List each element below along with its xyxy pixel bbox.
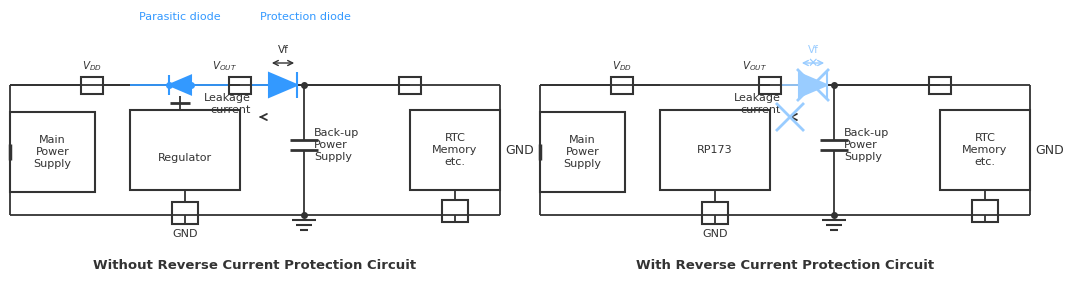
Text: GND: GND bbox=[1035, 144, 1064, 157]
Bar bbox=[410, 110, 500, 190]
Text: GND: GND bbox=[172, 229, 198, 239]
Text: RTC
Memory
etc.: RTC Memory etc. bbox=[962, 133, 1008, 167]
Bar bbox=[442, 200, 468, 222]
Text: Leakage
current: Leakage current bbox=[204, 93, 251, 115]
Text: ✕: ✕ bbox=[807, 56, 818, 69]
Bar bbox=[130, 110, 240, 190]
Bar bbox=[540, 112, 625, 192]
Bar bbox=[972, 200, 998, 222]
Text: GND: GND bbox=[703, 229, 727, 239]
Bar bbox=[929, 76, 951, 94]
Text: $V_{DD}$: $V_{DD}$ bbox=[612, 60, 632, 74]
Text: RP173: RP173 bbox=[697, 145, 733, 155]
Text: $V_{OUT}$: $V_{OUT}$ bbox=[742, 60, 768, 74]
Bar bbox=[940, 110, 1030, 190]
Text: Leakage
current: Leakage current bbox=[734, 93, 781, 115]
Text: Without Reverse Current Protection Circuit: Without Reverse Current Protection Circu… bbox=[93, 259, 417, 272]
Text: Vf: Vf bbox=[278, 45, 288, 55]
Polygon shape bbox=[169, 76, 191, 94]
Text: Vf: Vf bbox=[807, 45, 818, 55]
Text: Back-up
Power
Supply: Back-up Power Supply bbox=[844, 128, 890, 162]
Text: With Reverse Current Protection Circuit: With Reverse Current Protection Circuit bbox=[635, 259, 934, 272]
Bar bbox=[10, 112, 95, 192]
Text: Main
Power
Supply: Main Power Supply bbox=[33, 135, 72, 169]
Polygon shape bbox=[799, 73, 827, 97]
Bar bbox=[759, 76, 781, 94]
Bar bbox=[172, 202, 198, 224]
Text: Main
Power
Supply: Main Power Supply bbox=[564, 135, 601, 169]
Bar bbox=[660, 110, 770, 190]
Polygon shape bbox=[269, 73, 297, 97]
Text: $V_{OUT}$: $V_{OUT}$ bbox=[213, 60, 237, 74]
Text: Parasitic diode: Parasitic diode bbox=[139, 12, 221, 22]
Text: GND: GND bbox=[505, 144, 534, 157]
Bar bbox=[399, 76, 421, 94]
Text: Regulator: Regulator bbox=[158, 153, 213, 163]
Bar bbox=[611, 76, 633, 94]
Text: $V_{DD}$: $V_{DD}$ bbox=[82, 60, 101, 74]
Bar bbox=[229, 76, 251, 94]
Text: Back-up
Power
Supply: Back-up Power Supply bbox=[314, 128, 359, 162]
Bar bbox=[702, 202, 728, 224]
Text: RTC
Memory
etc.: RTC Memory etc. bbox=[433, 133, 477, 167]
Bar bbox=[81, 76, 103, 94]
Text: Protection diode: Protection diode bbox=[260, 12, 350, 22]
